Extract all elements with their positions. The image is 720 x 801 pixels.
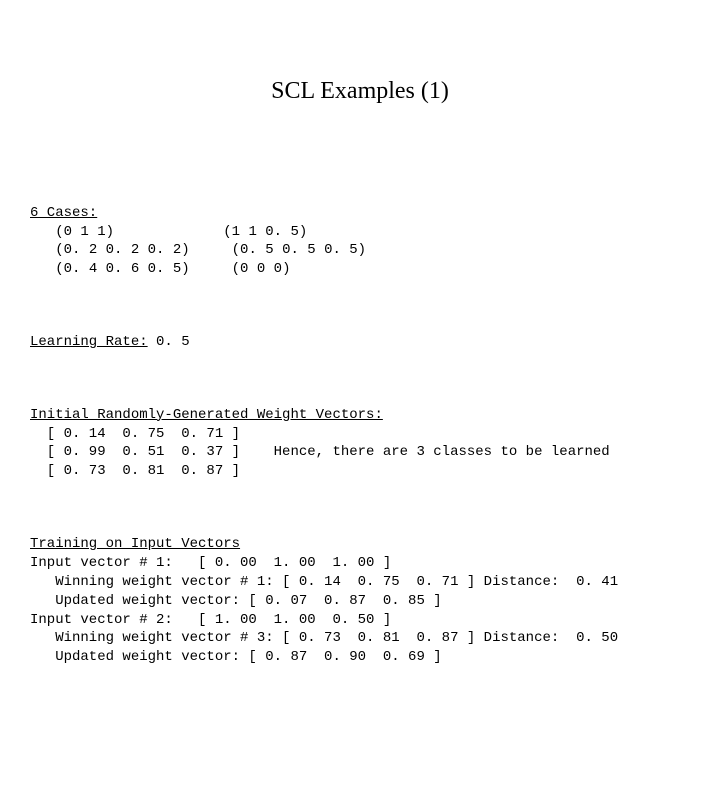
training-line-4: Winning weight vector # 3: [ 0. 73 0. 81… [30,630,618,646]
training-line-2: Updated weight vector: [ 0. 07 0. 87 0. … [30,593,442,609]
learning-rate-value: 0. 5 [148,334,190,350]
training-line-0: Input vector # 1: [ 0. 00 1. 00 1. 00 ] [30,555,391,571]
training-heading: Training on Input Vectors [30,536,240,552]
case-col1-2: (0. 4 0. 6 0. 5) [55,261,189,277]
page-title: SCL Examples (1) [0,78,720,105]
cases-heading: 6 Cases: [30,205,97,221]
weight-row-1: [ 0. 99 0. 51 0. 37 ] Hence, there are 3… [30,444,610,460]
case-col2-1: (0. 5 0. 5 0. 5) [232,242,366,258]
case-col2-2: (0 0 0) [232,261,291,277]
training-line-5: Updated weight vector: [ 0. 87 0. 90 0. … [30,649,442,665]
training-section: Training on Input Vectors Input vector #… [30,535,720,667]
weight-row-2: [ 0. 73 0. 81 0. 87 ] [30,463,240,479]
cases-section: 6 Cases: (0 1 1) (1 1 0. 5) (0. 2 0. 2 0… [30,185,720,279]
case-col2-0: (1 1 0. 5) [223,224,307,240]
weights-heading: Initial Randomly-Generated Weight Vector… [30,407,383,423]
learning-rate-label: Learning Rate: [30,334,148,350]
case-col1-1: (0. 2 0. 2 0. 2) [55,242,189,258]
weights-section: Initial Randomly-Generated Weight Vector… [30,406,720,482]
case-col1-0: (0 1 1) [55,224,114,240]
learning-rate-section: Learning Rate: 0. 5 [30,333,720,352]
weight-row-0: [ 0. 14 0. 75 0. 71 ] [30,426,240,442]
training-line-3: Input vector # 2: [ 1. 00 1. 00 0. 50 ] [30,612,391,628]
training-line-1: Winning weight vector # 1: [ 0. 14 0. 75… [30,574,618,590]
